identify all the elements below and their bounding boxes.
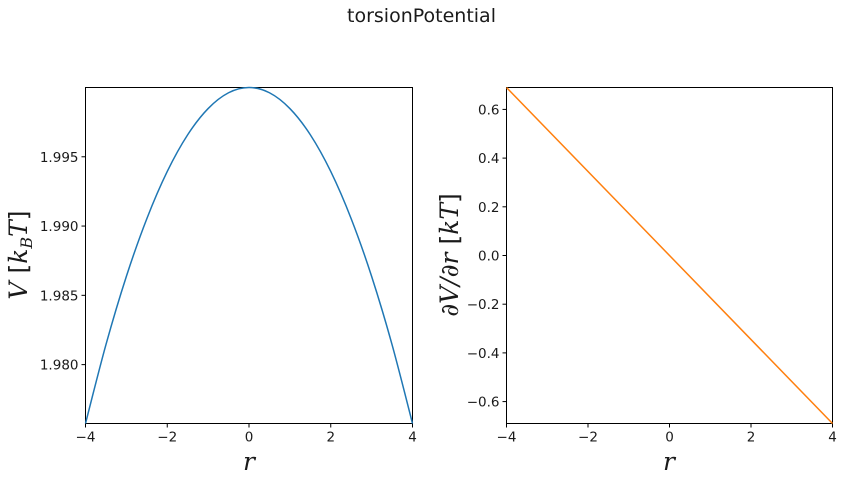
left-y-ticks: 1.980 1.985 1.990 1.995: [40, 150, 86, 374]
left-ylabel-k: k: [4, 249, 33, 264]
x-tick-label: −4: [76, 430, 96, 446]
y-tick-label: 1.980: [40, 358, 79, 374]
y-tick-label: 0.6: [478, 102, 499, 118]
right-x-axis-label: r: [663, 447, 677, 476]
left-ylabel-t: T: [4, 218, 33, 237]
x-tick-label: 2: [747, 430, 756, 446]
right-y-ticks: −0.6 −0.4 −0.2 0.0 0.2 0.4 0.6: [467, 102, 507, 411]
right-plot: −4 −2 0 2 4 −0.6 −0.4 −0.2 0.0 0.2 0.4 0.6 r ∂V/∂r…: [435, 86, 837, 476]
right-y-axis-label: ∂V/∂r [kT]: [435, 193, 464, 317]
figure-title: torsionPotential: [347, 5, 496, 27]
left-ylabel-open: [: [4, 264, 33, 282]
y-tick-label: 0.4: [478, 151, 499, 167]
left-series: [84, 86, 414, 424]
x-tick-label: 2: [326, 430, 335, 446]
x-tick-label: 4: [408, 430, 417, 446]
y-tick-label: 0.2: [478, 200, 499, 216]
left-axes-frame: [85, 87, 413, 424]
left-ylabel-v: V: [4, 279, 33, 300]
left-ylabel-sub: B: [17, 237, 36, 250]
y-tick-label: −0.2: [467, 297, 500, 313]
y-tick-label: −0.4: [467, 346, 500, 362]
y-tick-label: 1.995: [40, 150, 79, 166]
right-ylabel-close: ]: [435, 193, 464, 203]
right-ylabel-open: [: [435, 235, 464, 253]
x-tick-label: 0: [245, 430, 254, 446]
x-tick-label: 0: [665, 430, 674, 446]
x-tick-label: −2: [578, 430, 598, 446]
x-tick-label: −4: [497, 430, 517, 446]
left-plot: −4 −2 0 2 4 1.980 1.985 1.990 1.995 r V [kBT]: [4, 86, 417, 476]
left-x-ticks: −4 −2 0 2 4: [76, 423, 417, 446]
y-tick-label: −0.6: [467, 395, 500, 411]
right-ylabel-kt: kT: [435, 201, 464, 235]
left-x-axis-label: r: [243, 447, 257, 476]
series-line: [84, 86, 414, 424]
x-tick-label: −2: [157, 430, 177, 446]
right-x-ticks: −4 −2 0 2 4: [497, 423, 837, 446]
left-ylabel-close: ]: [4, 210, 33, 220]
y-tick-label: 1.985: [40, 288, 79, 304]
y-tick-label: 1.990: [40, 219, 79, 235]
series-line: [505, 86, 834, 425]
right-series: [505, 86, 834, 425]
right-ylabel-deriv: ∂V/∂r: [435, 250, 464, 316]
y-tick-label: 0.0: [478, 249, 499, 265]
left-y-axis-label: V [kBT]: [4, 210, 36, 299]
x-tick-label: 4: [828, 430, 837, 446]
